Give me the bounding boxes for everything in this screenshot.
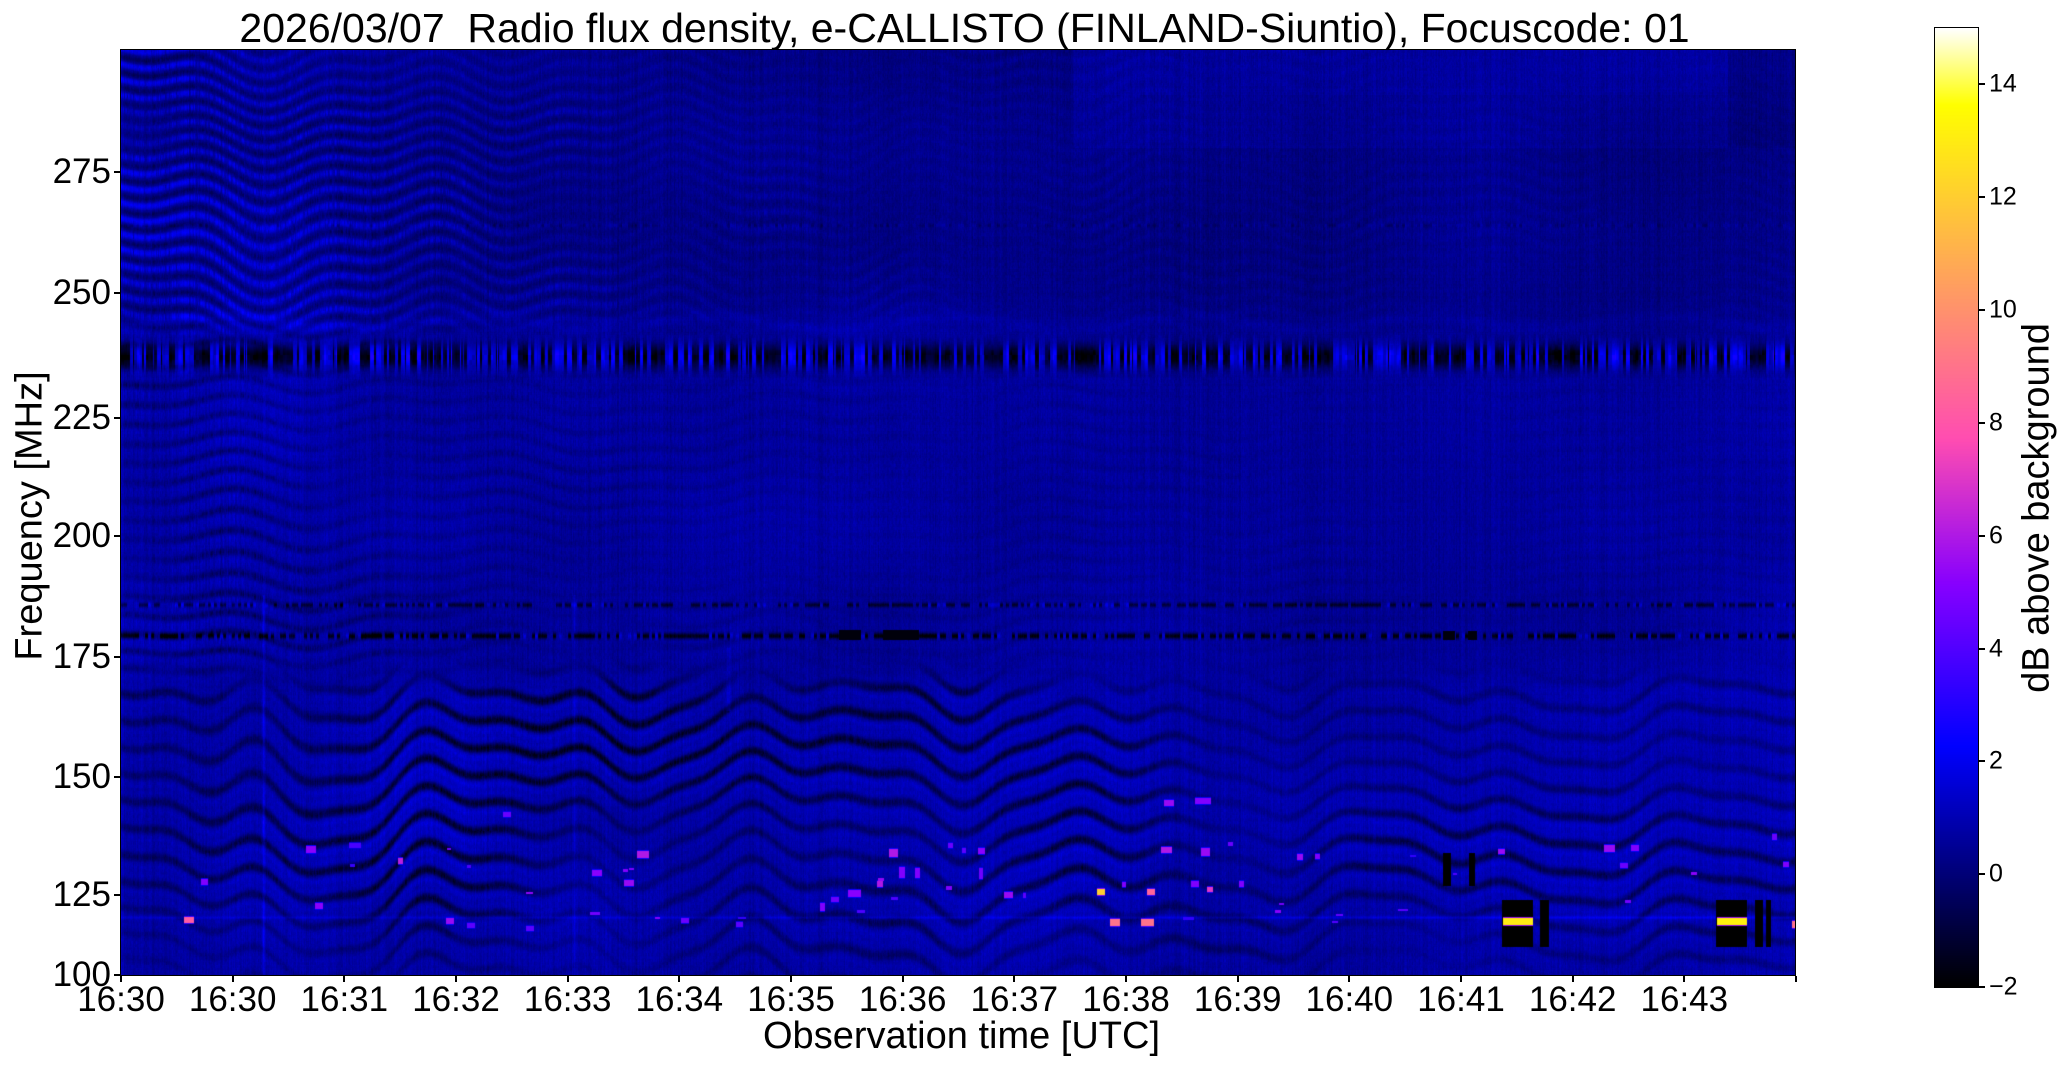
x-tick-label: 16:36 bbox=[858, 980, 947, 1019]
y-tick-label: 100 bbox=[52, 955, 111, 995]
x-tick-label: 16:33 bbox=[523, 980, 612, 1019]
colorbar-tick-mark bbox=[1979, 421, 1985, 424]
colorbar-tick-label: −2 bbox=[1989, 972, 2018, 1001]
x-tick-mark bbox=[1683, 976, 1686, 982]
colorbar-tick-mark bbox=[1979, 534, 1985, 537]
colorbar-gradient bbox=[1935, 28, 1979, 987]
x-tick-label: 16:30 bbox=[77, 980, 165, 1019]
x-tick-label: 16:40 bbox=[1305, 980, 1394, 1019]
x-tick-label: 16:31 bbox=[300, 980, 389, 1019]
x-tick-label: 16:35 bbox=[747, 980, 835, 1019]
y-tick-label: 125 bbox=[52, 875, 111, 915]
x-tick-mark bbox=[231, 976, 234, 982]
x-tick-mark bbox=[1236, 976, 1239, 982]
colorbar-tick-label: 6 bbox=[1989, 521, 2003, 550]
x-tick-mark bbox=[1795, 976, 1797, 982]
x-tick-mark bbox=[790, 976, 792, 982]
x-tick-label: 16:41 bbox=[1417, 980, 1505, 1019]
y-tick-mark bbox=[114, 974, 121, 977]
x-tick-mark bbox=[120, 976, 122, 982]
colorbar-tick-label: 8 bbox=[1989, 408, 2003, 437]
colorbar-tick-label: 2 bbox=[1989, 746, 2003, 775]
x-tick-label: 16:39 bbox=[1193, 980, 1282, 1019]
y-tick-label: 150 bbox=[52, 756, 111, 796]
x-tick-mark bbox=[1125, 976, 1127, 982]
y-tick-label: 225 bbox=[52, 397, 111, 437]
y-tick-mark bbox=[114, 170, 121, 173]
x-tick-mark bbox=[901, 976, 904, 982]
x-tick-mark bbox=[455, 976, 457, 982]
colorbar-tick-mark bbox=[1979, 760, 1985, 763]
chart-title: 2026/03/07 Radio flux density, e-CALLIST… bbox=[239, 5, 1690, 51]
x-tick-label: 16:32 bbox=[412, 980, 500, 1019]
y-tick-mark bbox=[114, 416, 121, 419]
x-tick-mark bbox=[1013, 976, 1016, 982]
x-tick-mark bbox=[343, 976, 346, 982]
spectrogram-heatmap bbox=[121, 50, 1796, 976]
y-tick-mark bbox=[114, 291, 121, 294]
y-tick-mark bbox=[114, 535, 121, 537]
x-tick-label: 16:42 bbox=[1528, 980, 1617, 1019]
y-tick-mark bbox=[114, 894, 121, 897]
colorbar-tick-mark bbox=[1979, 647, 1985, 650]
colorbar-tick-mark bbox=[1979, 873, 1985, 876]
x-tick-mark bbox=[1460, 976, 1462, 982]
colorbar-tick-label: 12 bbox=[1989, 182, 2017, 211]
x-tick-mark bbox=[1571, 976, 1574, 982]
y-tick-label: 175 bbox=[52, 637, 111, 677]
x-tick-mark bbox=[566, 976, 569, 982]
x-tick-mark bbox=[1348, 976, 1351, 982]
x-tick-label: 16:43 bbox=[1640, 980, 1729, 1019]
colorbar-tick-label: 4 bbox=[1989, 634, 2003, 663]
colorbar-tick-mark bbox=[1979, 83, 1985, 86]
colorbar-tick-mark bbox=[1979, 986, 1985, 988]
colorbar-tick-label: 10 bbox=[1989, 295, 2017, 324]
colorbar-tick-mark bbox=[1979, 309, 1985, 312]
colorbar-tick-label: 14 bbox=[1989, 69, 2017, 98]
colorbar-tick-mark bbox=[1979, 196, 1985, 199]
x-tick-label: 16:37 bbox=[970, 980, 1059, 1019]
colorbar-tick-label: 0 bbox=[1989, 859, 2003, 888]
x-tick-label: 16:38 bbox=[1082, 980, 1170, 1019]
y-tick-mark bbox=[114, 656, 121, 659]
x-axis-label: Observation time [UTC] bbox=[763, 1015, 1160, 1057]
y-tick-label: 275 bbox=[52, 151, 111, 191]
x-tick-label: 16:30 bbox=[188, 980, 277, 1019]
y-tick-label: 200 bbox=[52, 516, 111, 555]
x-tick-label: 16:34 bbox=[635, 980, 724, 1019]
x-tick-mark bbox=[678, 976, 681, 982]
y-tick-mark bbox=[114, 775, 121, 778]
y-tick-label: 250 bbox=[52, 272, 111, 312]
